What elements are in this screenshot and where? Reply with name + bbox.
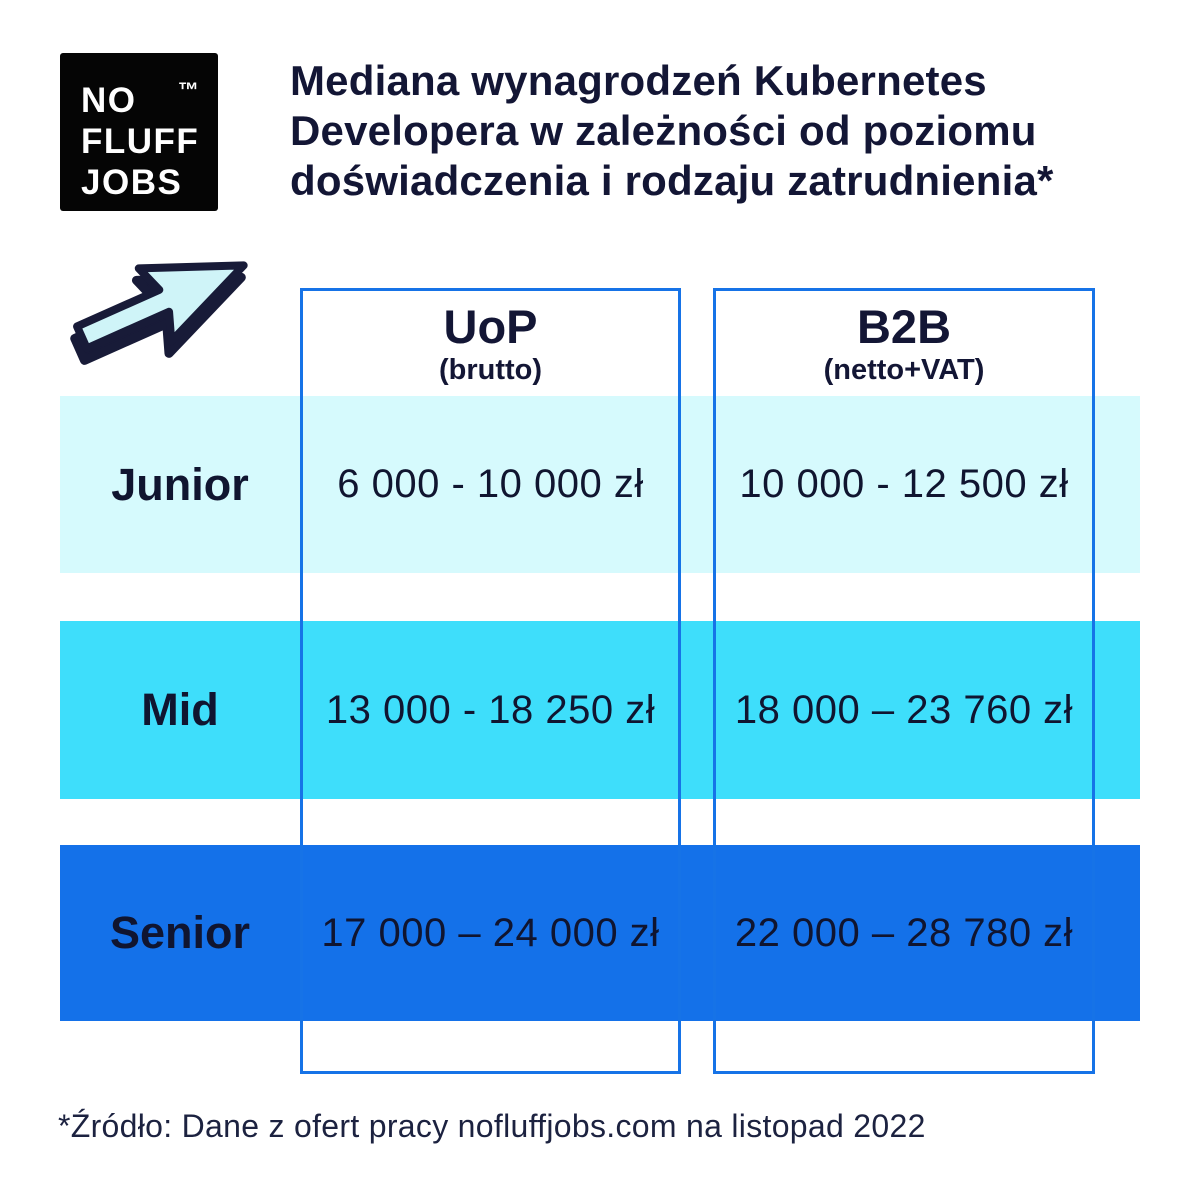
logo-line-fluff: FLUFF (81, 122, 200, 161)
column-header-uop: UoP (brutto) (303, 291, 678, 387)
cursor-arrow-icon (66, 238, 276, 388)
column-header-b2b-sub: (netto+VAT) (823, 354, 985, 386)
row-band-senior (60, 845, 1140, 1021)
page-title: Mediana wynagrodzeń Kubernetes Developer… (290, 56, 1150, 206)
column-header-uop-sub: (brutto) (438, 354, 543, 386)
column-box-uop: UoP (brutto) (300, 288, 681, 1074)
column-header-b2b: B2B (netto+VAT) (716, 291, 1092, 387)
source-footnote: *Źródło: Dane z ofert pracy nofluffjobs.… (58, 1108, 926, 1144)
logo-line-no: NO (81, 81, 137, 120)
salary-mid-b2b: 18 000 – 23 760 zł (734, 687, 1074, 732)
column-header-uop-name: UoP (443, 300, 538, 353)
row-band-mid (60, 621, 1140, 799)
row-label-mid: Mid (141, 684, 219, 735)
column-header-b2b-name: B2B (856, 300, 952, 353)
salary-junior-uop: 6 000 - 10 000 zł (337, 462, 644, 506)
salary-junior-b2b: 10 000 - 12 500 zł (739, 462, 1069, 506)
nofluffjobs-logo: NO FLUFF JOBS ™ (60, 53, 218, 211)
column-box-b2b: B2B (netto+VAT) (713, 288, 1095, 1074)
trademark-symbol: ™ (178, 79, 200, 102)
row-band-junior (60, 396, 1140, 573)
title-line-3: doświadczenia i rodzaju zatrudnienia* (290, 157, 1054, 204)
row-label-junior: Junior (111, 458, 249, 510)
row-label-senior: Senior (109, 907, 251, 958)
title-line-1: Mediana wynagrodzeń Kubernetes (290, 57, 987, 104)
title-line-2: Developera w zależności od poziomu (290, 107, 1037, 154)
salary-senior-uop: 17 000 – 24 000 zł (321, 910, 660, 955)
salary-senior-b2b: 22 000 – 28 780 zł (734, 910, 1074, 955)
logo-line-jobs: JOBS (81, 163, 183, 202)
salary-mid-uop: 13 000 - 18 250 zł (325, 687, 656, 732)
